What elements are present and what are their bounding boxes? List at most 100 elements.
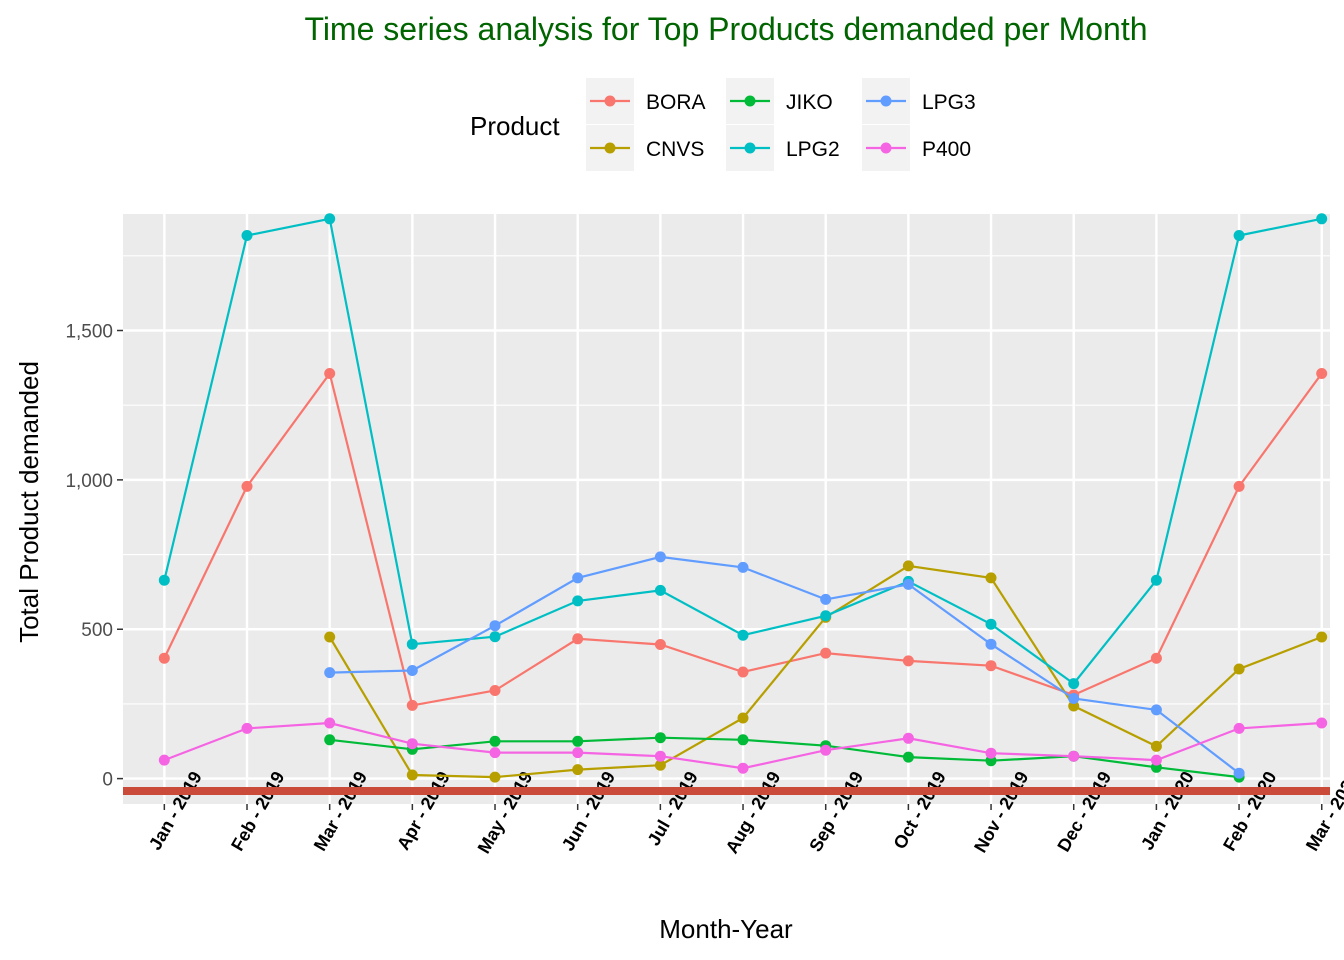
data-point-lpg2 — [241, 230, 253, 241]
data-point-lpg3 — [1068, 693, 1080, 704]
data-point-bora — [324, 368, 336, 379]
legend-label-jiko: JIKO — [786, 91, 833, 114]
legend-label-lpg3: LPG3 — [922, 91, 976, 114]
y-tick-label: 500 — [81, 620, 113, 641]
data-point-p400 — [1233, 722, 1245, 734]
data-point-cnvs — [572, 764, 584, 776]
data-point-cnvs — [1150, 740, 1162, 752]
series-p400 — [158, 717, 1328, 774]
data-point-cnvs — [324, 631, 336, 643]
data-point-lpg3 — [1233, 767, 1245, 779]
data-point-lpg2 — [1068, 678, 1080, 690]
data-point-lpg2 — [654, 584, 666, 596]
plot-panel — [123, 214, 1330, 804]
legend-key-point — [604, 95, 616, 107]
data-point-lpg3 — [654, 551, 666, 563]
series-lpg3 — [324, 551, 1245, 779]
y-tick-label: 1,000 — [65, 471, 113, 492]
legend-label-p400: P400 — [922, 138, 971, 161]
data-point-bora — [820, 647, 832, 659]
series-line-lpg3 — [329, 555, 1240, 775]
data-point-jiko — [654, 732, 666, 744]
chart-title: Time series analysis for Top Products de… — [304, 11, 1147, 47]
data-point-lpg2 — [820, 610, 832, 622]
data-point-p400 — [1150, 754, 1162, 766]
data-point-lpg3 — [985, 638, 997, 650]
data-point-jiko — [572, 735, 584, 747]
series-line-jiko — [329, 736, 1240, 779]
x-axis-title: Month-Year — [659, 914, 793, 944]
data-point-lpg2 — [737, 629, 749, 641]
data-point-bora — [902, 655, 914, 667]
data-point-p400 — [1316, 717, 1328, 729]
data-point-cnvs — [1316, 631, 1328, 643]
data-point-p400 — [158, 754, 170, 766]
data-point-p400 — [1068, 750, 1080, 762]
data-point-cnvs — [654, 759, 666, 771]
data-point-p400 — [654, 750, 666, 762]
legend: Product BORA CNVS JIKO LPG2 LPG3 P400 — [470, 78, 976, 171]
data-point-lpg3 — [1150, 704, 1162, 716]
data-point-bora — [572, 633, 584, 645]
legend-key-point — [744, 95, 756, 107]
data-point-cnvs — [902, 560, 914, 572]
data-point-bora — [489, 685, 501, 696]
data-point-bora — [1150, 652, 1162, 664]
data-point-cnvs — [1233, 663, 1245, 675]
data-point-p400 — [241, 722, 253, 734]
series-lpg2 — [158, 213, 1328, 690]
legend-key-point — [744, 142, 756, 154]
data-point-p400 — [489, 747, 501, 759]
data-point-cnvs — [406, 769, 418, 781]
legend-key-point — [604, 142, 616, 154]
data-point-lpg2 — [406, 638, 418, 650]
data-point-bora — [737, 666, 749, 678]
data-point-jiko — [324, 734, 336, 746]
data-point-lpg3 — [902, 578, 914, 590]
data-point-jiko — [489, 735, 501, 747]
data-point-cnvs — [489, 771, 501, 783]
data-point-bora — [1233, 480, 1245, 492]
data-point-lpg2 — [489, 631, 501, 643]
data-point-p400 — [324, 717, 336, 729]
data-point-lpg2 — [158, 574, 170, 586]
legend-label-lpg2: LPG2 — [786, 138, 840, 161]
data-point-p400 — [406, 738, 418, 750]
data-point-bora — [406, 699, 418, 711]
data-point-jiko — [902, 751, 914, 763]
data-point-lpg3 — [489, 620, 501, 632]
data-point-p400 — [985, 747, 997, 759]
legend-key-point — [880, 142, 892, 154]
data-point-lpg2 — [1316, 213, 1328, 225]
y-tick-label: 0 — [102, 770, 113, 791]
data-point-jiko — [737, 734, 749, 746]
data-point-lpg2 — [572, 595, 584, 607]
data-point-lpg3 — [820, 593, 832, 605]
data-point-lpg2 — [1233, 230, 1245, 241]
y-axis: 0 500 1,000 1,500 — [65, 322, 123, 791]
y-tick-label: 1,500 — [65, 322, 113, 343]
data-point-bora — [158, 652, 170, 664]
data-point-lpg2 — [324, 213, 336, 225]
data-point-lpg3 — [572, 572, 584, 584]
data-point-bora — [985, 660, 997, 672]
data-point-cnvs — [737, 712, 749, 724]
data-point-lpg2 — [985, 618, 997, 630]
series-layer — [158, 213, 1328, 783]
data-point-lpg3 — [324, 667, 336, 679]
legend-label-cnvs: CNVS — [646, 138, 704, 161]
data-point-lpg3 — [737, 561, 749, 573]
data-point-bora — [1316, 368, 1328, 379]
legend-label-bora: BORA — [646, 91, 706, 114]
data-point-lpg2 — [1150, 574, 1162, 586]
data-point-p400 — [737, 762, 749, 774]
data-point-bora — [654, 639, 666, 650]
data-point-p400 — [572, 747, 584, 759]
data-point-lpg3 — [406, 665, 418, 676]
legend-key-point — [880, 95, 892, 107]
data-point-p400 — [820, 744, 832, 756]
legend-title: Product — [470, 111, 560, 141]
y-axis-title: Total Product demanded — [14, 361, 44, 643]
data-point-bora — [241, 480, 253, 492]
